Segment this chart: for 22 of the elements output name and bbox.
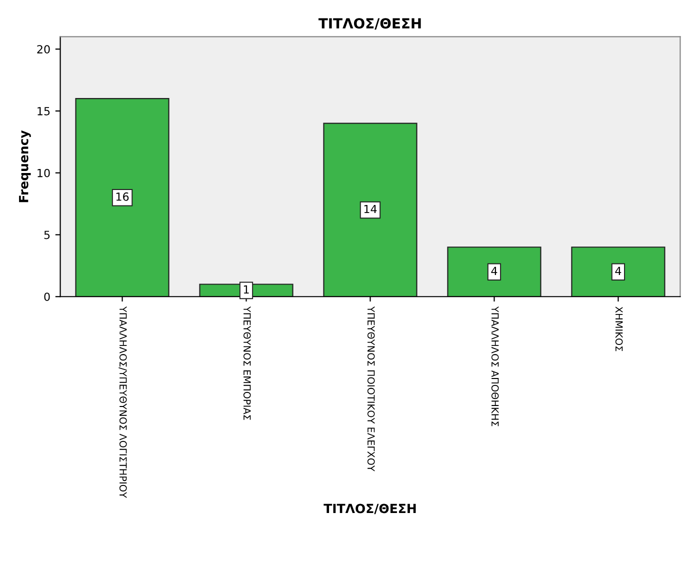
data-label: 4	[615, 266, 622, 275]
data-label: 4	[491, 266, 498, 275]
x-tick-label: ΥΠΕΥΘΥΝΟΣ ΠΟΙΟΤΙΚΟΥ ΕΛΕΓΧΟΥ	[367, 306, 375, 472]
bar	[323, 122, 418, 297]
y-tick-label: 20	[37, 45, 50, 54]
y-tick-label: 10	[38, 168, 50, 178]
x-axis-title: ΤΙΤΛΟΣ/ΘΕΣΗ	[324, 504, 416, 514]
y-tick-label: 15	[38, 107, 50, 116]
x-tick-label: ΥΠΑΛΛΗΛΟΣ ΑΠΟΘΗΚΗΣ	[491, 306, 499, 426]
bar	[447, 246, 542, 297]
y-tick-label: 5	[44, 230, 50, 240]
data-label: 1	[244, 285, 249, 294]
chart-title: ΤΙΤΛΟΣ/ΘΕΣΗ	[318, 18, 421, 30]
bar	[75, 98, 170, 297]
bar	[571, 246, 666, 297]
data-label: 16	[116, 192, 129, 201]
x-tick-label: ΥΠΑΛΛΗΛΟΣ/ΥΠΕΥΘΥΝΟΣ ΛΟΓΙΣΤΗΡΙΟΥ	[118, 306, 127, 498]
y-axis-title: Frequency	[19, 130, 31, 202]
x-tick-label: ΧΗΜΙΚΟΣ	[615, 306, 623, 352]
data-label: 14	[364, 204, 377, 214]
x-tick-label: ΥΠΕΥΘΥΝΟΣ ΕΜΠΟΡΙΑΣ	[243, 306, 251, 420]
y-tick-label: 0	[44, 292, 50, 302]
